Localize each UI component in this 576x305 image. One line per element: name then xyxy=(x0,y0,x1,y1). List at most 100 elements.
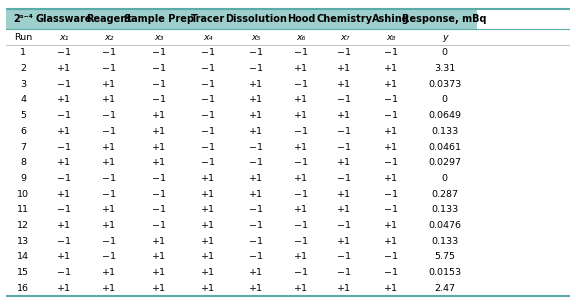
Text: 7: 7 xyxy=(20,142,26,152)
Text: Hood: Hood xyxy=(287,14,316,24)
Bar xyxy=(283,233,319,249)
Bar xyxy=(412,249,477,265)
Text: +1: +1 xyxy=(384,284,398,292)
Bar xyxy=(87,108,131,124)
Bar xyxy=(283,139,319,155)
Text: Sample Prep: Sample Prep xyxy=(124,14,194,24)
Text: −1: −1 xyxy=(338,127,351,136)
Bar xyxy=(319,139,370,155)
Bar xyxy=(370,45,412,61)
Bar xyxy=(87,265,131,280)
Text: +1: +1 xyxy=(152,284,166,292)
Bar xyxy=(412,280,477,296)
Bar xyxy=(87,9,131,29)
Bar xyxy=(87,29,131,45)
Text: −1: −1 xyxy=(384,111,398,120)
Bar xyxy=(412,217,477,233)
Bar xyxy=(370,265,412,280)
Text: −1: −1 xyxy=(338,48,351,57)
Text: 0: 0 xyxy=(442,174,448,183)
Bar xyxy=(370,92,412,108)
Bar xyxy=(370,77,412,92)
Text: 5.75: 5.75 xyxy=(434,252,455,261)
Text: 5: 5 xyxy=(20,111,26,120)
Bar xyxy=(6,155,41,170)
Bar xyxy=(319,61,370,77)
Text: −1: −1 xyxy=(201,80,215,89)
Bar xyxy=(370,108,412,124)
Bar xyxy=(370,139,412,155)
Text: 0.0476: 0.0476 xyxy=(428,221,461,230)
Text: 0: 0 xyxy=(442,95,448,105)
Text: +1: +1 xyxy=(102,95,116,105)
Bar xyxy=(131,29,188,45)
Text: +1: +1 xyxy=(152,127,166,136)
Bar xyxy=(188,108,228,124)
Bar xyxy=(188,217,228,233)
Text: −1: −1 xyxy=(249,205,263,214)
Bar xyxy=(319,92,370,108)
Bar xyxy=(87,77,131,92)
Text: Ashing: Ashing xyxy=(372,14,410,24)
Bar xyxy=(188,139,228,155)
Text: −1: −1 xyxy=(249,158,263,167)
Text: −1: −1 xyxy=(57,111,71,120)
Bar xyxy=(283,108,319,124)
Bar xyxy=(87,202,131,217)
Bar xyxy=(283,186,319,202)
Bar xyxy=(6,280,41,296)
Bar xyxy=(188,155,228,170)
Bar xyxy=(41,108,87,124)
Text: Chemistry: Chemistry xyxy=(316,14,373,24)
Text: +1: +1 xyxy=(338,111,351,120)
Text: 3.31: 3.31 xyxy=(434,64,455,73)
Text: +1: +1 xyxy=(249,189,263,199)
Bar xyxy=(6,9,41,29)
Bar xyxy=(283,9,319,29)
Bar xyxy=(41,170,87,186)
Bar xyxy=(228,155,283,170)
Text: −1: −1 xyxy=(294,221,308,230)
Text: +1: +1 xyxy=(249,95,263,105)
Text: −1: −1 xyxy=(152,95,166,105)
Text: −1: −1 xyxy=(57,205,71,214)
Bar xyxy=(131,280,188,296)
Bar xyxy=(319,249,370,265)
Bar xyxy=(87,233,131,249)
Text: 0.0373: 0.0373 xyxy=(428,80,461,89)
Bar xyxy=(370,155,412,170)
Bar xyxy=(41,249,87,265)
Text: +1: +1 xyxy=(338,205,351,214)
Bar xyxy=(6,202,41,217)
Text: x₂: x₂ xyxy=(104,33,113,42)
Bar xyxy=(188,280,228,296)
Bar xyxy=(87,249,131,265)
Bar xyxy=(283,77,319,92)
Text: +1: +1 xyxy=(152,237,166,246)
Text: −1: −1 xyxy=(201,127,215,136)
Text: −1: −1 xyxy=(201,48,215,57)
Bar xyxy=(188,61,228,77)
Text: 15: 15 xyxy=(17,268,29,277)
Text: +1: +1 xyxy=(201,221,215,230)
Text: −1: −1 xyxy=(249,48,263,57)
Text: 8: 8 xyxy=(20,158,26,167)
Text: +1: +1 xyxy=(384,174,398,183)
Bar xyxy=(41,280,87,296)
Bar xyxy=(283,249,319,265)
Bar xyxy=(188,186,228,202)
Text: +1: +1 xyxy=(249,127,263,136)
Bar xyxy=(188,77,228,92)
Text: +1: +1 xyxy=(102,158,116,167)
Bar xyxy=(188,170,228,186)
Text: −1: −1 xyxy=(57,48,71,57)
Bar xyxy=(319,233,370,249)
Bar xyxy=(87,139,131,155)
Bar xyxy=(6,139,41,155)
Text: +1: +1 xyxy=(57,158,71,167)
Text: +1: +1 xyxy=(249,268,263,277)
Bar xyxy=(319,202,370,217)
Text: Run: Run xyxy=(14,33,32,42)
Bar xyxy=(228,202,283,217)
Text: −1: −1 xyxy=(384,158,398,167)
